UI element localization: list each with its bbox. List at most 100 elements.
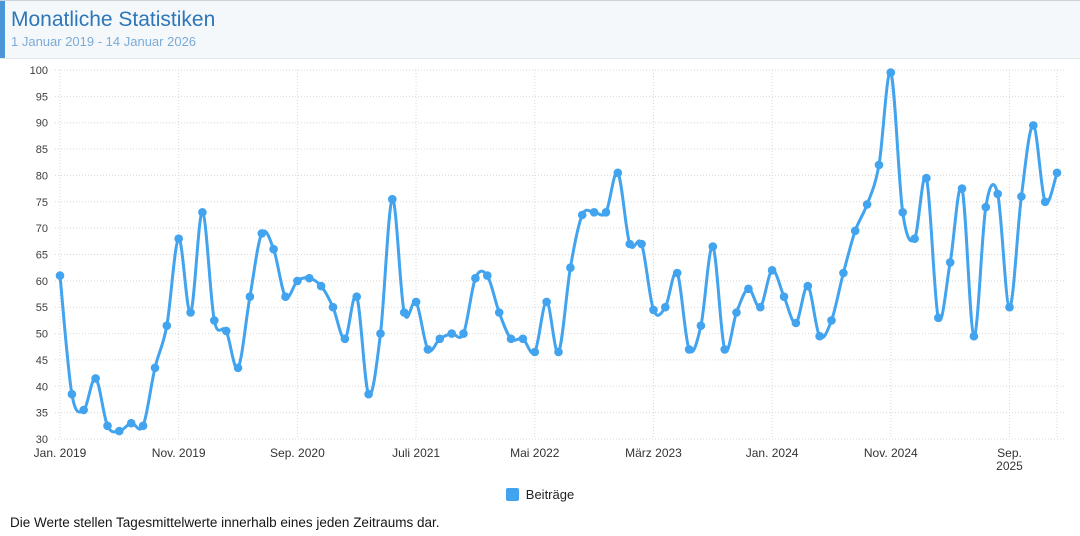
data-point[interactable] <box>566 263 575 272</box>
data-point[interactable] <box>376 329 385 338</box>
svg-text:Juli 2021: Juli 2021 <box>392 446 440 460</box>
data-point[interactable] <box>957 184 967 193</box>
data-point[interactable] <box>388 194 397 204</box>
data-point[interactable] <box>506 334 516 344</box>
data-point[interactable] <box>115 426 124 436</box>
data-point[interactable] <box>221 326 231 336</box>
data-point[interactable] <box>601 208 611 217</box>
data-point[interactable] <box>399 308 409 317</box>
data-point[interactable] <box>756 302 765 312</box>
svg-text:60: 60 <box>36 276 48 288</box>
legend-swatch <box>505 487 519 501</box>
data-point[interactable] <box>447 329 457 338</box>
data-point[interactable] <box>922 173 931 183</box>
data-point[interactable] <box>210 316 219 325</box>
data-point[interactable] <box>245 292 255 301</box>
data-point[interactable] <box>589 208 599 217</box>
data-point[interactable] <box>815 331 824 341</box>
data-point[interactable] <box>886 68 896 77</box>
chart-area: 30 35 40 45 50 55 60 65 70 75 80 85 90 95 100 Jan. 2019… <box>0 59 1080 502</box>
svg-text:Sep.2025: Sep. 2025 <box>996 446 1023 473</box>
data-point[interactable] <box>850 226 860 236</box>
data-point[interactable] <box>364 389 373 399</box>
data-point[interactable] <box>827 316 836 325</box>
legend-label: Beiträge <box>525 486 575 502</box>
data-point[interactable] <box>637 239 646 249</box>
statistics-line-chart[interactable]: 30 35 40 45 50 55 60 65 70 75 80 85 90 95 100 Jan. 2019… <box>0 59 1080 474</box>
svg-text:März 2023: März 2023 <box>625 446 682 460</box>
data-point[interactable] <box>138 421 148 431</box>
panel-header: Monatliche Statistiken 1 Januar 2019 - 1… <box>0 1 1080 59</box>
data-point[interactable] <box>411 297 421 307</box>
data-point[interactable] <box>898 208 907 217</box>
data-point[interactable] <box>945 258 955 267</box>
data-point[interactable] <box>613 168 623 178</box>
data-point[interactable] <box>150 363 160 373</box>
data-point[interactable] <box>767 266 777 275</box>
data-point[interactable] <box>696 321 706 331</box>
data-point[interactable] <box>198 208 207 217</box>
data-point[interactable] <box>577 210 587 220</box>
data-point[interactable] <box>316 281 326 291</box>
data-point[interactable] <box>530 347 540 357</box>
data-point[interactable] <box>1005 302 1014 312</box>
svg-text:85: 85 <box>36 144 48 156</box>
data-point[interactable] <box>55 271 65 280</box>
data-point[interactable] <box>993 189 1002 199</box>
x-axis-labels: Jan. 2019 Nov. 2019 Sep. 2020 Juli 2021 Mai … <box>34 446 1024 473</box>
data-point[interactable] <box>1040 197 1050 207</box>
data-point[interactable] <box>328 302 338 312</box>
data-point[interactable] <box>1029 121 1038 130</box>
data-point[interactable] <box>779 292 789 301</box>
data-point[interactable] <box>281 292 290 301</box>
data-point[interactable] <box>934 313 943 323</box>
data-point[interactable] <box>649 305 658 315</box>
data-point[interactable] <box>494 308 504 317</box>
data-point[interactable] <box>518 334 528 344</box>
data-point[interactable] <box>981 202 991 212</box>
data-point[interactable] <box>720 345 729 354</box>
data-point[interactable] <box>459 329 468 338</box>
data-point[interactable] <box>874 160 884 170</box>
data-point[interactable] <box>1017 192 1026 201</box>
data-point[interactable] <box>862 200 872 209</box>
data-point[interactable] <box>269 244 278 254</box>
data-point[interactable] <box>79 405 88 415</box>
data-point[interactable] <box>554 347 563 357</box>
data-point[interactable] <box>625 239 634 249</box>
data-point[interactable] <box>186 308 195 317</box>
data-point[interactable] <box>839 268 848 278</box>
data-point[interactable] <box>708 242 718 251</box>
data-point[interactable] <box>293 276 302 286</box>
data-point[interactable] <box>483 271 492 280</box>
chart-legend[interactable]: Beiträge <box>0 486 1080 502</box>
data-point[interactable] <box>435 334 445 344</box>
data-point[interactable] <box>1052 168 1062 178</box>
data-point[interactable] <box>672 268 682 278</box>
data-point[interactable] <box>542 297 551 307</box>
data-point[interactable] <box>174 234 183 243</box>
data-point[interactable] <box>340 334 350 344</box>
data-point[interactable] <box>233 363 243 373</box>
data-point[interactable] <box>67 389 77 399</box>
data-point[interactable] <box>423 345 433 354</box>
svg-text:95: 95 <box>36 91 48 103</box>
data-point[interactable] <box>661 302 670 312</box>
data-point[interactable] <box>352 292 362 301</box>
data-point[interactable] <box>126 418 136 428</box>
data-point[interactable] <box>803 281 813 291</box>
data-point[interactable] <box>969 331 979 341</box>
data-point[interactable] <box>791 318 801 328</box>
data-point[interactable] <box>471 273 480 283</box>
data-point[interactable] <box>684 345 694 354</box>
data-point[interactable] <box>732 308 741 317</box>
data-point[interactable] <box>103 421 112 431</box>
svg-text:30: 30 <box>36 434 48 446</box>
data-point[interactable] <box>257 229 267 238</box>
data-point[interactable] <box>744 284 753 294</box>
data-point[interactable] <box>162 321 172 331</box>
data-point[interactable] <box>305 273 314 283</box>
svg-text:80: 80 <box>36 170 48 182</box>
data-point[interactable] <box>910 234 919 243</box>
data-point[interactable] <box>91 374 100 383</box>
